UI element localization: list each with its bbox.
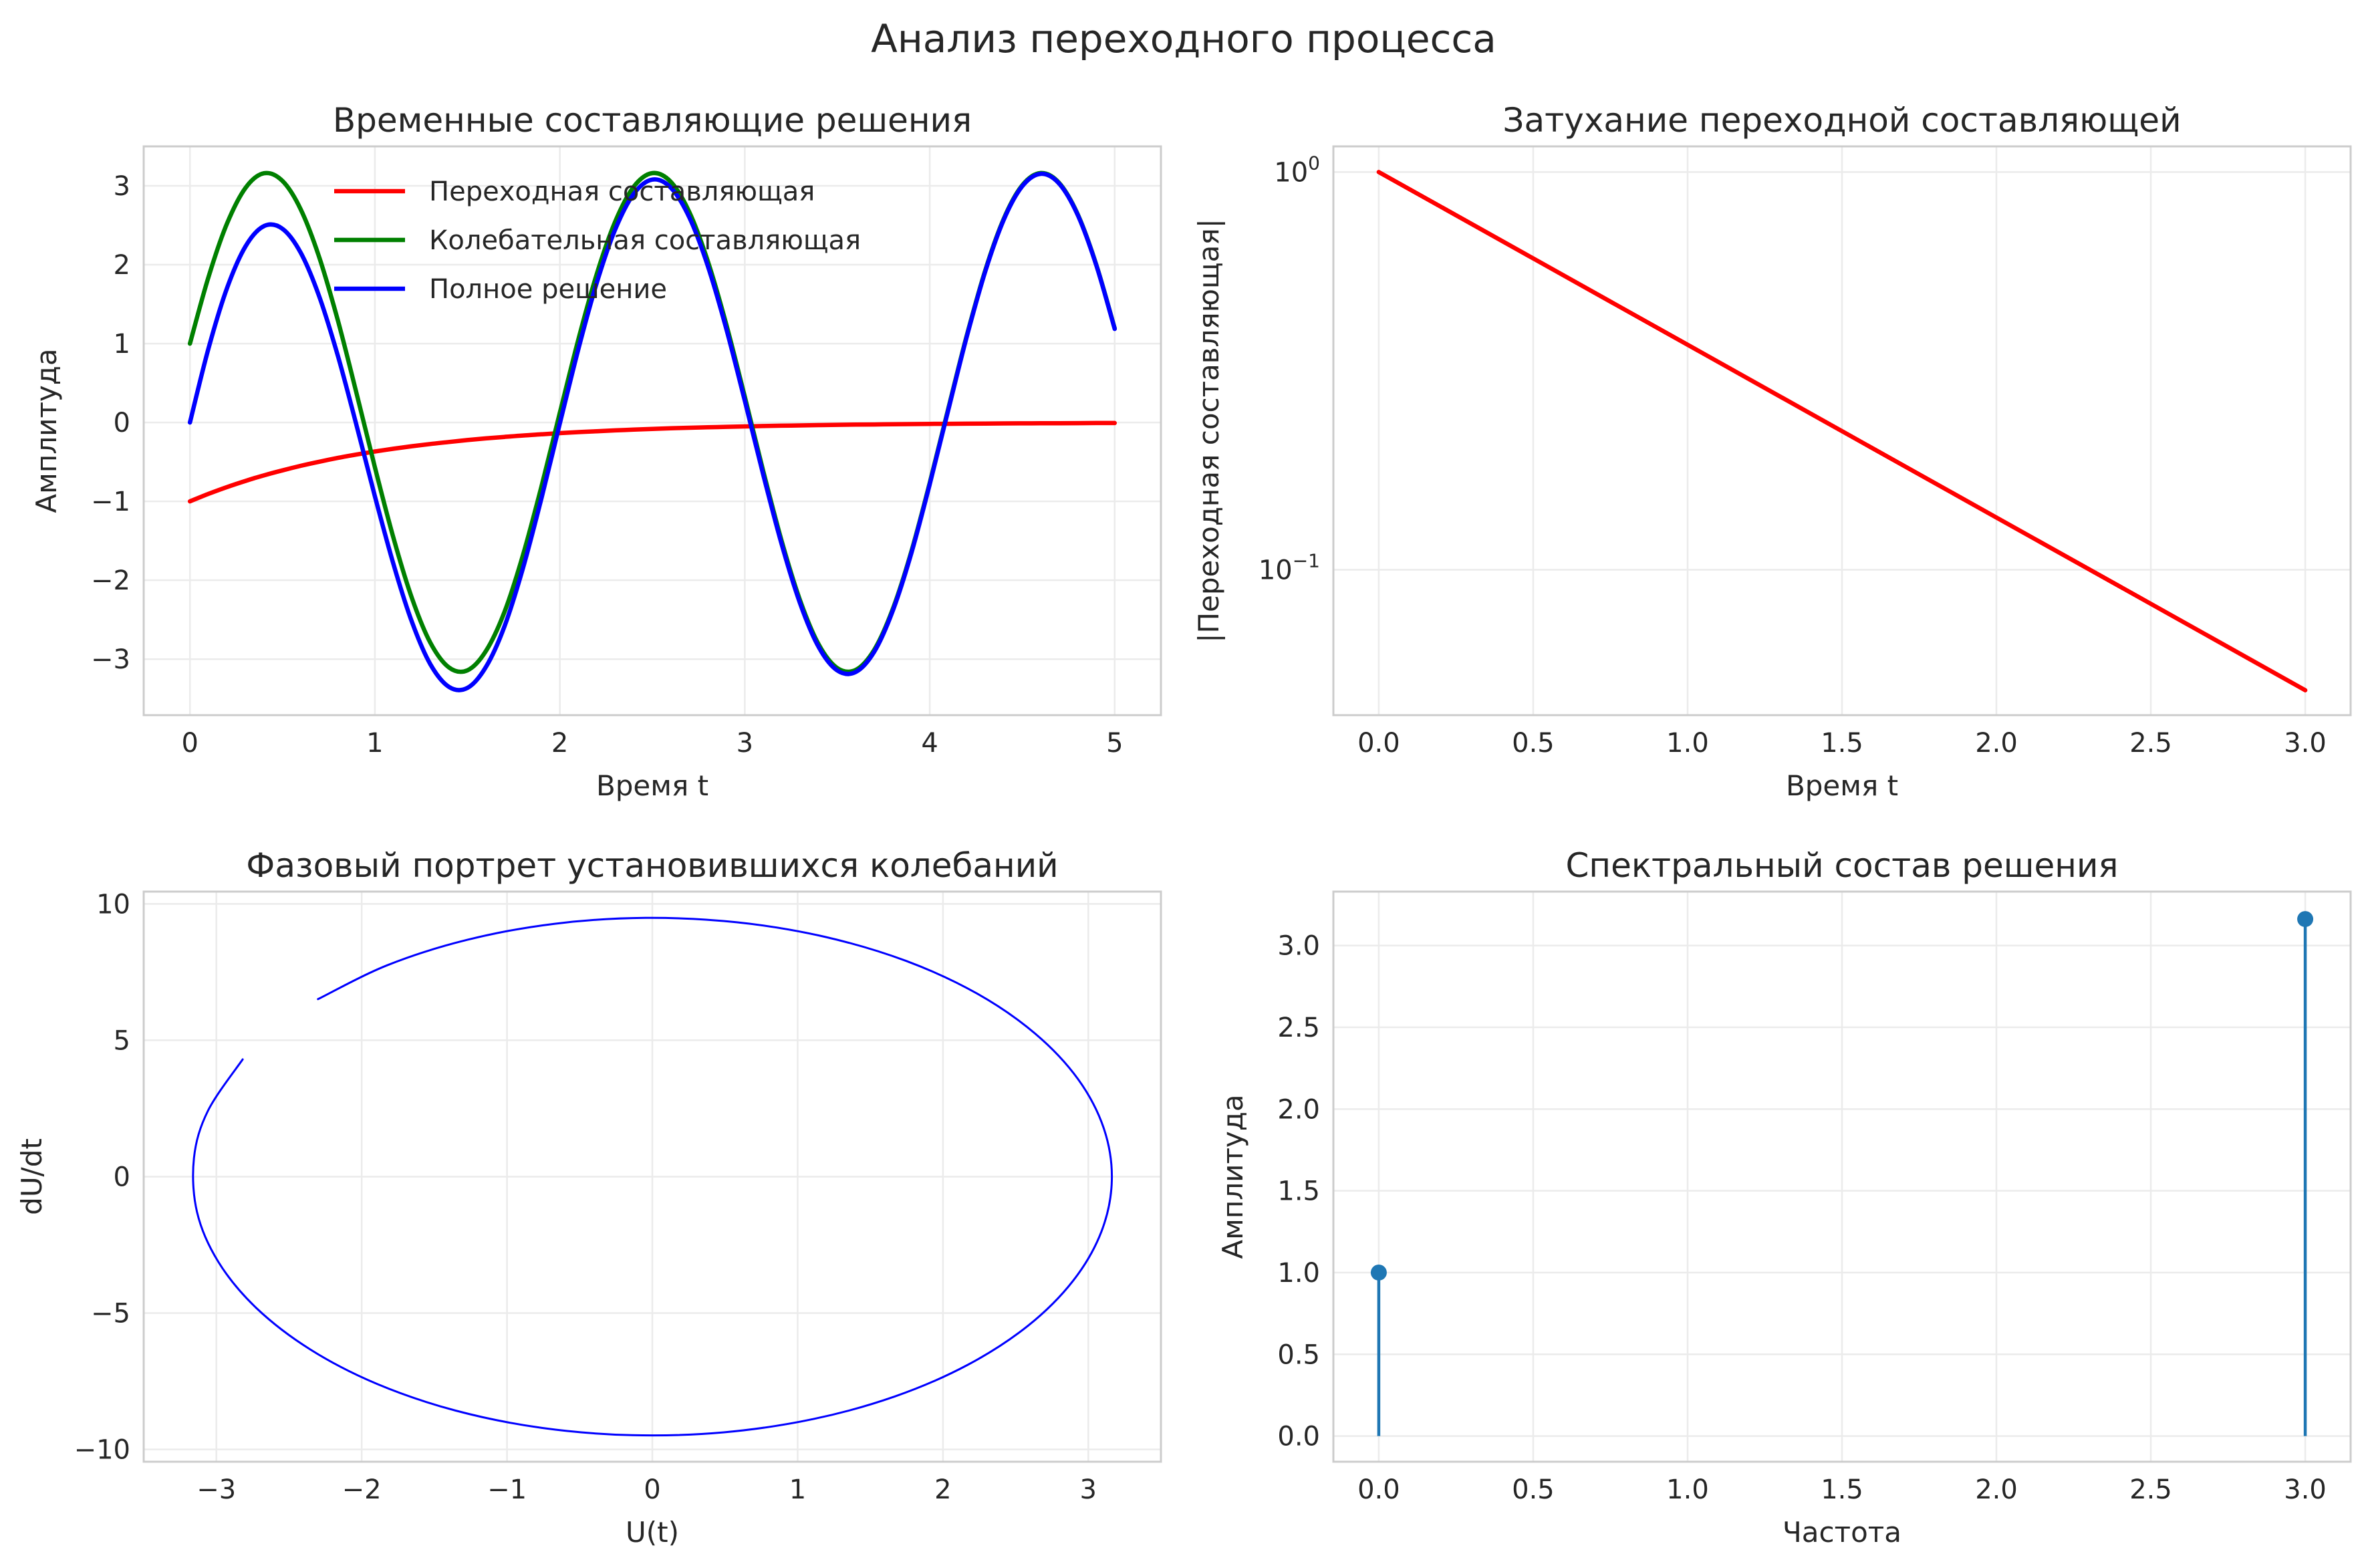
y-tick-label: −10 xyxy=(74,1435,130,1466)
y-tick-label: 1.5 xyxy=(1277,1176,1320,1207)
y-tick-label: 2.5 xyxy=(1277,1013,1320,1043)
subplot-title: Временные составляющие решения xyxy=(333,101,972,140)
x-tick-label: 0.0 xyxy=(1357,728,1400,759)
y-tick-label: 10−1 xyxy=(1259,549,1320,585)
x-tick-label: −3 xyxy=(196,1474,236,1505)
x-tick-label: 1.0 xyxy=(1666,728,1709,759)
x-axis-label: U(t) xyxy=(626,1516,679,1549)
x-tick-label: 2.5 xyxy=(2129,1474,2172,1505)
subplot-title: Спектральный состав решения xyxy=(1565,846,2118,885)
subplot-1: 0 1 2 3 4 5 −3 −2 −1 0 1 2 3 Временные составляющие р… xyxy=(30,101,1162,802)
x-tick-label: 2.5 xyxy=(2129,728,2172,759)
series-line-3 xyxy=(187,171,1117,692)
axes-frame xyxy=(1332,890,2352,1463)
y-tick-label: 2 xyxy=(114,250,130,281)
x-tick-label: 1 xyxy=(789,1474,806,1505)
y-tick-label: 0 xyxy=(114,1162,130,1193)
x-tick-label: 1.5 xyxy=(1821,1474,1863,1505)
x-axis-label: Частота xyxy=(1783,1516,1901,1549)
series-line-1 xyxy=(187,420,1117,504)
subplot-title: Фазовый портрет установившихся колебаний xyxy=(246,846,1058,885)
stem-marker xyxy=(1370,1264,1387,1281)
axes-frame xyxy=(1332,145,2352,716)
x-tick-label: 4 xyxy=(921,728,938,759)
x-tick-label: 1.0 xyxy=(1666,1474,1709,1505)
x-tick-label: 5 xyxy=(1106,728,1123,759)
x-tick-label: 2 xyxy=(551,728,568,759)
y-tick-label: 10 xyxy=(96,889,130,920)
series-line-1 xyxy=(192,916,1113,1437)
x-tick-label: 3.0 xyxy=(2284,1474,2327,1505)
x-tick-label: −1 xyxy=(487,1474,527,1505)
y-tick-label: 1 xyxy=(114,329,130,360)
series-line-1 xyxy=(1376,170,2308,692)
x-tick-label: 3 xyxy=(737,728,753,759)
x-tick-label: 1.5 xyxy=(1821,728,1863,759)
y-tick-label: 100 xyxy=(1274,152,1320,188)
y-tick-label: 5 xyxy=(114,1025,130,1056)
y-tick-label: −1 xyxy=(91,487,130,517)
legend-label: Полное решение xyxy=(429,274,667,305)
y-axis-label: dU/dt xyxy=(15,1138,48,1215)
axes-frame xyxy=(142,145,1162,716)
x-tick-label: 2.0 xyxy=(1975,728,2018,759)
x-axis-label: Время t xyxy=(1786,769,1898,802)
x-tick-label: 0.5 xyxy=(1512,728,1555,759)
x-tick-label: 3 xyxy=(1080,1474,1097,1505)
y-tick-label: −3 xyxy=(91,644,130,675)
axes-frame xyxy=(142,890,1162,1463)
y-tick-label: 0 xyxy=(114,408,130,438)
subplot-4: 0.0 0.5 1.0 1.5 2.0 2.5 3.0 0.0 0.5 1.0 1.5 2.0 2.5 3… xyxy=(1216,846,2352,1549)
legend-label: Колебательная составляющая xyxy=(429,225,861,256)
stem-marker xyxy=(2297,911,2314,928)
x-axis-label: Время t xyxy=(596,769,708,802)
subplot-title: Затухание переходной составляющей xyxy=(1502,101,2181,140)
y-axis-label: Амплитуда xyxy=(30,348,63,513)
x-tick-label: 2 xyxy=(934,1474,951,1505)
x-tick-label: 2.0 xyxy=(1975,1474,2018,1505)
y-axis-label: |Переходная составляющая| xyxy=(1192,219,1225,643)
y-tick-label: 3 xyxy=(114,171,130,202)
x-tick-label: 1 xyxy=(366,728,383,759)
y-tick-label: 0.0 xyxy=(1277,1422,1320,1452)
figure-suptitle: Анализ переходного процесса xyxy=(871,16,1496,61)
x-tick-label: 0.0 xyxy=(1357,1474,1400,1505)
x-tick-label: −2 xyxy=(342,1474,382,1505)
x-tick-label: 0.5 xyxy=(1512,1474,1555,1505)
x-tick-label: 0 xyxy=(181,728,198,759)
legend-label: Переходная составляющая xyxy=(429,176,815,207)
x-tick-label: 0 xyxy=(644,1474,660,1505)
y-tick-label: −2 xyxy=(91,565,130,596)
y-tick-label: 2.0 xyxy=(1277,1094,1320,1125)
y-tick-label: 1.0 xyxy=(1277,1258,1320,1289)
y-tick-label: −5 xyxy=(91,1299,130,1329)
y-tick-label: 3.0 xyxy=(1277,931,1320,962)
y-axis-label: Амплитуда xyxy=(1216,1094,1249,1259)
legend: Переходная составляющая Колебательная сос… xyxy=(334,176,861,305)
x-tick-label: 3.0 xyxy=(2284,728,2327,759)
y-tick-label: 0.5 xyxy=(1277,1339,1320,1370)
subplot-2: 0.0 0.5 1.0 1.5 2.0 2.5 3.0 100 10−1 Затухание пе… xyxy=(1192,101,2352,802)
